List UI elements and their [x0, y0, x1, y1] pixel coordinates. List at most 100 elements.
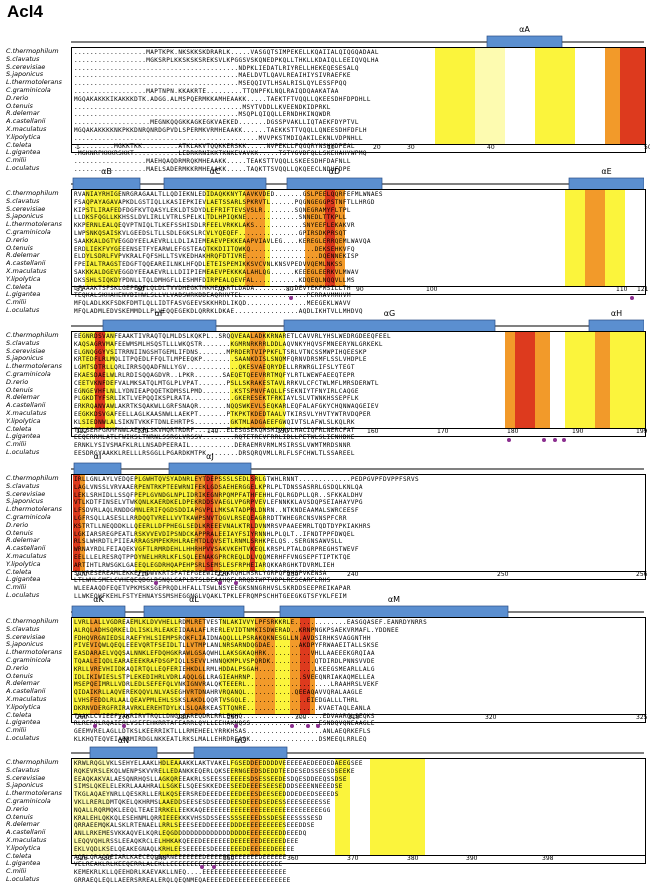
conservation-column: [250, 759, 260, 855]
species-label: D.rerio: [6, 236, 29, 244]
sequence-row: LLWKEQHFKEHLFSTYEHNAYSSMSHEGGNGLVQAKLTPK…: [74, 592, 347, 600]
ruler-tick-label: 370: [347, 855, 359, 862]
species-label: C.graminicola: [6, 86, 51, 94]
species-label: A.castellanii: [6, 118, 46, 126]
secondary-structure-track: αF αG αH: [71, 309, 644, 332]
conservation-column: [255, 618, 275, 714]
helix-bar: [486, 35, 563, 48]
sequence-row: LGMTSDTRLLQRLIRRSQQADFNLLYGV............…: [74, 364, 355, 372]
species-list: C.thermophilum S.clavatus S.cerevisiae S.ja…: [6, 475, 72, 600]
species-label: S.japonicus: [6, 71, 44, 79]
sequence-row: FSAQPAYAGAVAPKDLGSTIQLLKASIEPKIEVLAETSSA…: [74, 198, 375, 206]
species-label: Y.lipolytica: [6, 703, 41, 711]
sequence-row: EEGNRDSVANFEAAKTIVRAQTQLMLDSLKQKPL..SRQQ…: [74, 333, 391, 340]
species-label: C.thermophilum: [6, 190, 59, 197]
sequence-row: LLDKSFQGLLKKHSSLDVLIRLLVTRLSPELKLTDLHPIQ…: [74, 214, 347, 222]
helix-label: αD: [329, 167, 340, 176]
species-label: R.delemar: [6, 394, 40, 402]
species-label: X.maculatus: [6, 695, 47, 703]
marked-residue-dot: [122, 724, 126, 728]
ruler-tick-label: 70: [217, 286, 225, 293]
sequence-rows: KRWLRQGLVKLSEHYELAAKLHDLEAAAKKLAKTVAKELF…: [74, 760, 642, 885]
conservation-column: [475, 48, 505, 144]
species-label: L.thermotolerans: [6, 649, 62, 657]
sequence-alignment: EEGNRDSVANFEAAKTIVRAQTQLMLDSLKQKPL..SRQQ…: [71, 331, 646, 457]
conservation-column: [95, 332, 105, 428]
species-label: L.oculatus: [6, 875, 40, 883]
sequence-rows: LVRLLALLVGDREAEMLKLDVVHELLRDMLRETVESTNLA…: [74, 619, 642, 744]
sequence-row: ERDLIEKFVYGEEENSETFYEARWLEFGSTEAQTKKDIIT…: [74, 245, 355, 253]
sequence-row: NQALLRQRMQKLEEQLTEAEIRRKELEEKKAQEEEEEEEE…: [74, 806, 331, 814]
sequence-row: LEQQVQHLRSSLEEAQKRCLELHHKAKQEEEDEEEEEEED…: [74, 837, 299, 845]
sequence-row: ..................MAPTNPN.KKAKRTE.......…: [74, 87, 339, 95]
species-label: C.teleta: [6, 283, 32, 291]
sequence-alignment: IRLLGNLAYLVEDQEPLGWHTQVSYADNRLEYTDEPSSSL…: [71, 474, 646, 600]
species-label: C.thermophilum: [6, 759, 59, 766]
sequence-row: ALRQLADHSQRKELDLISKLRLEAKEIDAALAFLRERLEV…: [74, 626, 399, 634]
ruler-tick-label: 180: [507, 428, 519, 435]
sequence-row: DKRNVDERGFRIRAVRKLEREHTDYLKLSLQARKEASTTQ…: [74, 704, 371, 712]
species-label: L.oculatus: [6, 306, 40, 314]
helix-bar: [73, 462, 122, 475]
species-label: D.rerio: [6, 805, 29, 813]
species-label: C.thermophilum: [6, 48, 59, 55]
sequence-row: ERNKLYSIVSMAFKLRLLNSADPEERAIL...........…: [74, 442, 351, 450]
conservation-column: [185, 618, 205, 714]
species-label: A.castellanii: [6, 402, 46, 410]
sequence-row: EKAESDAELWLRLRDISQQAGDVR..LPKR.......SAE…: [74, 371, 355, 379]
species-list: C.thermophilum S.clavatus S.cerevisiae S.ja…: [6, 759, 72, 884]
helix-bar: [568, 177, 644, 190]
sequence-row: KLSIEDNWLALSIKNTVKKFTDNLEHRTPS.........G…: [74, 418, 355, 426]
sequence-row: MGQAKAKKKIKAKKKDTK.ADGG.ALMSPQERMKKAMHEA…: [74, 95, 371, 103]
marked-residue-dot: [289, 296, 293, 300]
alignment-block: αB αC αD αE C.thermophilum S.clavatus S.cerevi…: [4, 158, 648, 315]
sequence-row: RQKEVRSLEKQLWENPSKVVRELLEDANKKEQERLQKSEE…: [74, 767, 355, 775]
sequence-row: EEAQKAKVALAESQNRHQSLLAGKQREEAKRLSSEESSEE…: [74, 775, 347, 783]
species-label: L.oculatus: [6, 448, 40, 456]
helix-label: αL: [189, 595, 199, 604]
sequence-row: TKGLAQAEYNRLLQESKRLLERLKQSEERSREDEEEDEEE…: [74, 791, 339, 799]
species-label: O.tenuis: [6, 244, 33, 252]
species-list: C.thermophilum S.clavatus S.cerevisiae S.ja…: [6, 618, 72, 743]
conservation-column: [620, 48, 645, 144]
conservation-column: [325, 190, 335, 286]
marked-residue-dot: [542, 438, 546, 442]
species-label: L.gigantea: [6, 291, 41, 299]
sequence-alignment: ..................MAPTKPK.NKSKKSKDRARLK.…: [71, 47, 646, 173]
sequence-row: EASDARAELVQQSALNNKLEFDQHGKRAWLGSAQWHLLAK…: [74, 650, 375, 658]
species-list: C.thermophilum S.clavatus S.cerevisiae S.ja…: [6, 48, 72, 173]
species-label: A.castellanii: [6, 545, 46, 553]
ruler-tick-label: 130: [137, 428, 149, 435]
species-label: C.graminicola: [6, 370, 51, 378]
species-label: Y.lipolytica: [6, 844, 41, 852]
position-ruler: 1 10 20 30 40 50: [71, 144, 650, 153]
ruler-tick-label: 170: [437, 428, 449, 435]
species-label: C.milii: [6, 584, 27, 592]
marked-residue-dot: [562, 438, 566, 442]
ruler-tick-label: 326: [76, 855, 88, 862]
marked-residue-dot: [234, 724, 238, 728]
species-label: S.clavatus: [6, 339, 40, 347]
species-label: O.tenuis: [6, 529, 33, 537]
helix-label: αO: [235, 736, 247, 745]
species-label: O.tenuis: [6, 813, 33, 821]
sequence-row: TEQKALSKHAHENVDIHWLSLLVLVADSWRKDDEAQRHVT…: [74, 292, 351, 300]
ruler-tick-label: 210: [137, 571, 149, 578]
species-label: D.rerio: [6, 378, 29, 386]
helix-bar: [89, 746, 158, 759]
ruler-tick-label: 1: [76, 144, 80, 151]
sequence-rows: ..................MAPTKPK.NKSKKSKDRARLK.…: [74, 49, 642, 174]
helix-label: αA: [519, 25, 530, 34]
ruler-tick-label: 60: [137, 286, 145, 293]
helix-bar: [279, 605, 509, 618]
sequence-row: KKPERNLEALQEQVPTNIQLTLKEFSSHISDLRFEELVRK…: [74, 222, 355, 230]
secondary-structure-track: αI αJ: [71, 452, 644, 475]
figure-title: Acl4: [7, 2, 43, 21]
sequence-row: LWPSNKQSAISKVLGEEDSLTLLSDLEGKSLRCVLYQEQE…: [74, 229, 347, 237]
ruler-tick-label: 121: [637, 286, 649, 293]
sequence-row: KRTEDFLRLMQLITPQEDLFFQLTLMPEEQKP........…: [74, 356, 367, 364]
conservation-column: [130, 618, 180, 714]
conservation-column: [85, 190, 120, 286]
species-label: L.oculatus: [6, 591, 40, 599]
sequence-row: ........................................…: [74, 80, 347, 88]
